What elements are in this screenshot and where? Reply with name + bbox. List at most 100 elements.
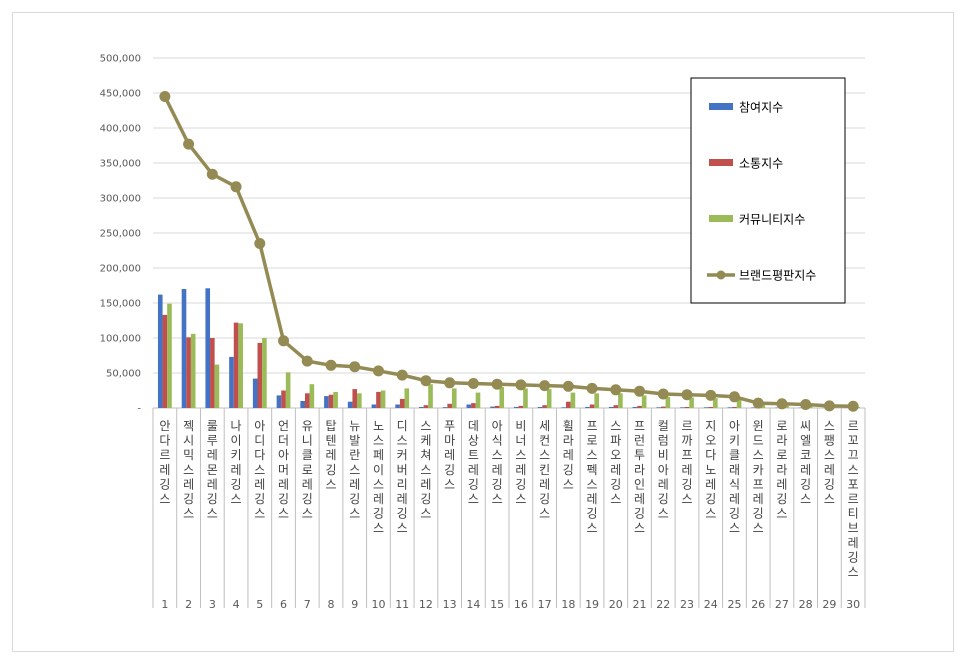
y-tick-label: 200,000 [100,264,141,275]
bar-참여지수-25 [727,407,733,408]
point-브랜드평판지수-22 [657,388,669,400]
rank-label: 28 [799,598,813,611]
point-브랜드평판지수-30 [847,400,859,412]
bar-소통지수-3 [210,338,215,408]
bar-소통지수-8 [328,394,334,408]
rank-label: 6 [280,598,287,611]
bar-커뮤니티지수-14 [475,392,481,408]
bar-참여지수-4 [229,356,234,408]
bar-커뮤니티지수-17 [546,389,552,408]
legend-label: 소통지수 [739,157,783,171]
legend-label: 브랜드평판지수 [739,269,816,283]
bar-소통지수-24 [708,406,714,408]
point-브랜드평판지수-23 [681,389,693,401]
bar-참여지수-9 [347,401,353,408]
rank-label: 12 [419,598,433,611]
bar-소통지수-1 [162,314,168,408]
point-브랜드평판지수-9 [349,361,361,373]
y-tick-label: 400,000 [100,124,141,135]
y-tick-label: 150,000 [100,299,141,310]
bar-소통지수-15 [494,405,500,408]
bar-소통지수-20 [613,405,619,408]
point-브랜드평판지수-7 [301,355,313,367]
bar-참여지수-23 [680,407,685,408]
bar-참여지수-24 [703,407,709,408]
bar-참여지수-21 [632,406,638,408]
bar-소통지수-25 [732,406,737,408]
bar-소통지수-2 [186,337,191,408]
bar-참여지수-18 [561,407,567,408]
rank-label: 13 [443,598,457,611]
rank-label: 15 [490,598,504,611]
point-브랜드평판지수-20 [610,384,622,396]
chart-canvas: - 50,000 100,000 150,000 200,000 250,000 300,0… [100,54,866,611]
bar-커뮤니티지수-18 [570,392,576,408]
y-tick-label: 350,000 [100,159,141,170]
bar-참여지수-6 [276,395,282,408]
bar-참여지수-17 [537,406,543,408]
bar-커뮤니티지수-12 [428,384,433,408]
bar-커뮤니티지수-10 [380,390,386,408]
bar-소통지수-21 [637,405,642,408]
rank-label: 27 [775,598,789,611]
bar-소통지수-14 [471,403,476,408]
legend-box [690,77,846,304]
bar-소통지수-16 [518,405,524,408]
bar-커뮤니티지수-7 [309,384,315,408]
bar-참여지수-7 [300,401,305,408]
y-tick-label: - [137,404,141,415]
bar-참여지수-22 [656,407,661,408]
rank-label: 23 [680,598,694,611]
bar-참여지수-5 [252,378,258,408]
bar-소통지수-11 [399,398,405,408]
point-브랜드평판지수-13 [444,377,456,389]
chart-frame: - 50,000 100,000 150,000 200,000 250,000 300,0… [12,12,954,652]
rank-label: 3 [209,598,216,611]
point-브랜드평판지수-29 [823,400,835,412]
legend-label: 참여지수 [739,101,783,115]
rank-label: 26 [751,598,765,611]
y-tick-label: 50,000 [106,369,141,380]
bar-소통지수-7 [304,393,310,408]
legend-swatch-커뮤니티지수 [709,215,733,222]
point-브랜드평판지수-4 [230,181,242,193]
bar-layer [157,288,861,408]
rank-label: 17 [538,598,552,611]
rank-label: 16 [514,598,528,611]
legend-swatch-marker [716,270,726,280]
bar-커뮤니티지수-8 [333,391,338,408]
bar-참여지수-2 [181,289,187,408]
bar-참여지수-20 [608,406,614,408]
rank-label: 9 [351,598,358,611]
bar-커뮤니티지수-9 [357,393,362,408]
point-브랜드평판지수-28 [800,399,812,410]
rank-label: 8 [328,598,335,611]
rank-label: 2 [185,598,192,611]
bar-커뮤니티지수-6 [285,372,291,408]
x-axis: 안 다 르 레 깅 스 1 젝 시 믹 스 레 깅 스 2 룰 루 레 몬 레 깅 스 3 나 이 키 레 깅 스 4 아 디 다 스 레 깅 스 5 언 더… [152,408,866,611]
bar-커뮤니티지수-13 [451,388,457,408]
y-tick-label: 450,000 [100,89,141,100]
bar-소통지수-5 [257,342,263,408]
bar-참여지수-15 [490,406,495,408]
bar-소통지수-6 [281,390,286,408]
rank-label: 29 [822,598,836,611]
bar-커뮤니티지수-11 [404,388,410,408]
rank-label: 20 [609,598,623,611]
point-브랜드평판지수-21 [634,385,646,397]
point-브랜드평판지수-17 [539,380,551,392]
